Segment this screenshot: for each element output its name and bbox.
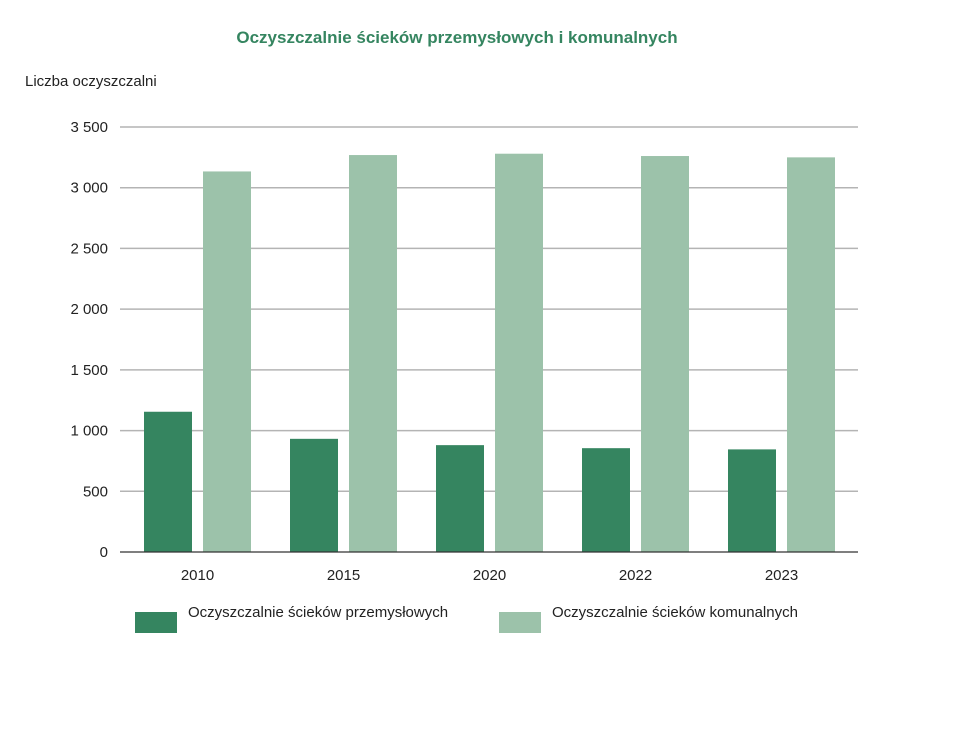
legend-swatch-industrial [135,612,177,633]
bar-municipal-2015 [349,155,397,553]
x-tick-label: 2010 [181,567,214,584]
bar-municipal-2023 [787,157,835,552]
x-tick-label: 2022 [619,567,652,584]
bar-industrial-2022 [582,448,630,552]
y-tick-label: 0 [100,544,108,561]
legend-swatch-municipal [499,612,541,633]
y-tick-label: 1 500 [70,362,108,379]
bar-municipal-2022 [641,156,689,552]
bar-municipal-2020 [495,153,543,552]
y-tick-label: 3 500 [70,119,108,136]
y-tick-label: 2 500 [70,240,108,257]
legend-item-industrial: Oczyszczalnie ścieków przemysłowych [135,604,448,633]
bar-industrial-2010 [144,411,192,552]
legend-label-industrial: Oczyszczalnie ścieków przemysłowych [188,604,449,621]
bar-industrial-2023 [728,449,776,552]
x-tick-label: 2020 [473,567,506,584]
legend-label-municipal: Oczyszczalnie ścieków komunalnych [552,604,798,621]
y-tick-label: 500 [83,483,108,500]
y-axis-label: Liczba oczyszczalni [25,73,157,90]
y-tick-label: 3 000 [70,180,108,197]
y-tick-label: 2 000 [70,301,108,318]
x-tick-label: 2023 [765,567,798,584]
bar-industrial-2015 [290,438,338,552]
bar-industrial-2020 [436,445,484,552]
bar-municipal-2010 [203,171,251,552]
x-tick-label: 2015 [327,567,360,584]
chart-title: Oczyszczalnie ścieków przemysłowych i ko… [236,28,678,47]
legend-item-municipal: Oczyszczalnie ścieków komunalnych [499,604,798,633]
y-tick-label: 1 000 [70,423,108,440]
